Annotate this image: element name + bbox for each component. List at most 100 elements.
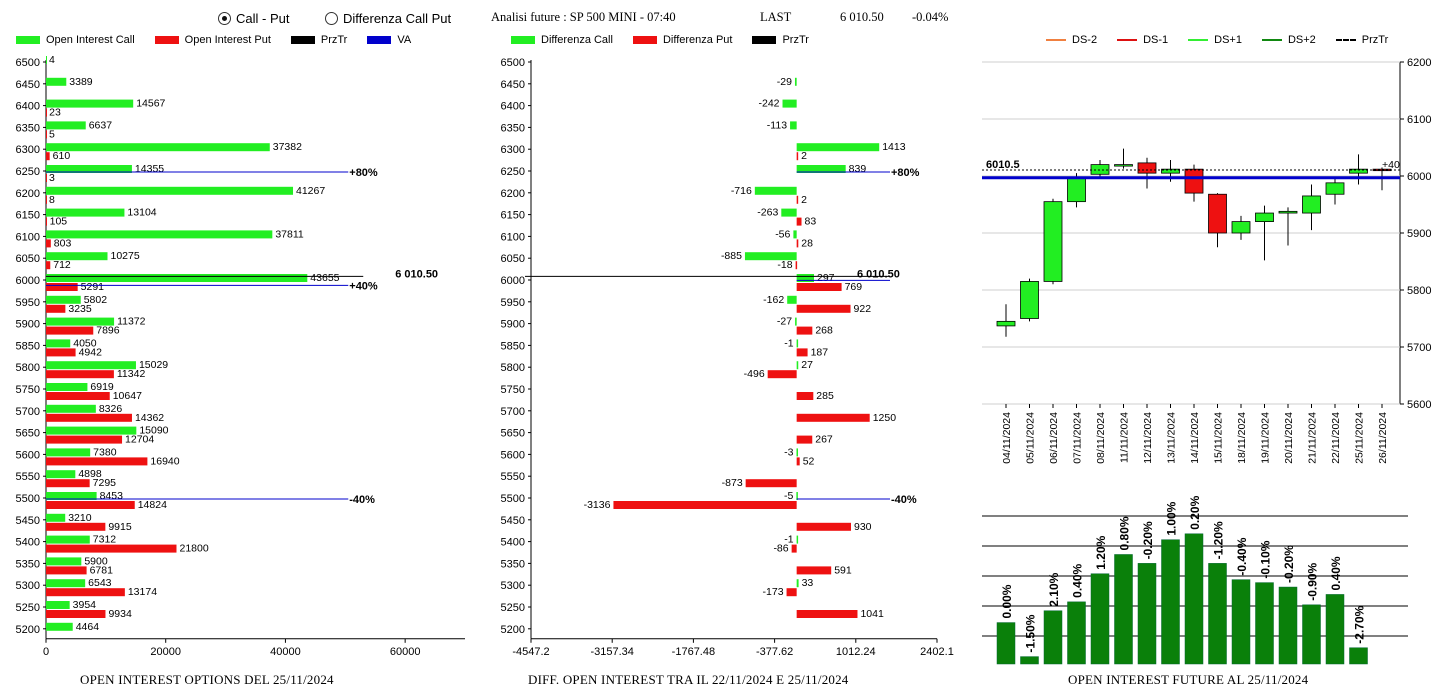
diff-call-bar bbox=[787, 295, 797, 304]
legend-swatch bbox=[632, 36, 657, 44]
y-tick-label: 6100 bbox=[1407, 114, 1431, 126]
mode-radio-call-put[interactable]: Call - Put bbox=[218, 11, 289, 26]
y-tick-label: 5850 bbox=[501, 340, 525, 352]
future-oi-label: -0.90% bbox=[1306, 562, 1320, 600]
diff-call-bar bbox=[796, 274, 815, 282]
call-bar bbox=[46, 426, 137, 435]
y-tick-label: 5350 bbox=[16, 558, 40, 570]
diff-put-bar bbox=[796, 217, 802, 226]
diff-call-label: -1 bbox=[784, 534, 793, 546]
radio-selected-icon[interactable] bbox=[218, 12, 231, 25]
y-tick-label: 5900 bbox=[1407, 228, 1431, 240]
y-tick-label: 6500 bbox=[16, 57, 40, 69]
va-marker-label: +40% bbox=[349, 280, 378, 292]
future-oi-bar bbox=[1090, 573, 1110, 665]
put-value-label: 3 bbox=[49, 172, 55, 184]
put-value-label: 712 bbox=[53, 259, 71, 271]
y-tick-label: 5250 bbox=[501, 602, 525, 614]
put-value-label: 4942 bbox=[79, 346, 103, 358]
put-bar bbox=[46, 348, 76, 357]
legend-label: PrzTr bbox=[1361, 34, 1389, 46]
candle-body bbox=[1114, 164, 1133, 167]
y-tick-label: 5950 bbox=[501, 297, 525, 309]
diff-put-bar bbox=[786, 588, 797, 597]
call-value-label: 11372 bbox=[117, 316, 146, 328]
radio-unselected-icon[interactable] bbox=[325, 12, 338, 25]
y-tick-label: 5200 bbox=[501, 624, 525, 636]
call-bar bbox=[46, 557, 82, 566]
call-bar bbox=[46, 492, 97, 500]
diff-put-label: -18 bbox=[777, 259, 792, 271]
diff-put-bar bbox=[796, 304, 851, 313]
y-tick-label: 5550 bbox=[16, 471, 40, 483]
y-tick-label: 5250 bbox=[16, 602, 40, 614]
y-tick-label: 5400 bbox=[501, 537, 525, 549]
future-oi-label: 2.10% bbox=[1047, 572, 1061, 606]
diff-put-label: 1041 bbox=[860, 608, 884, 620]
y-tick-label: 5900 bbox=[501, 319, 525, 331]
put-value-label: 10647 bbox=[113, 390, 142, 402]
diff-put-bar bbox=[796, 348, 808, 357]
call-value-label: 7312 bbox=[93, 534, 117, 546]
mode-radio-diff[interactable]: Differenza Call Put bbox=[325, 11, 451, 26]
x-tick-label: 06/11/2024 bbox=[1048, 412, 1060, 464]
legend-swatch bbox=[752, 36, 777, 44]
diff-put-bar bbox=[745, 479, 797, 488]
call-bar bbox=[46, 622, 73, 631]
call-bar bbox=[46, 601, 70, 609]
y-tick-label: 5700 bbox=[501, 406, 525, 418]
put-bar bbox=[46, 413, 132, 422]
future-candle-chart: 6200 6100 6000 5900 5800 5700 5600 04/11/2024 05… bbox=[982, 57, 1431, 464]
y-tick-label: 6200 bbox=[16, 188, 40, 200]
call-value-label: 5802 bbox=[84, 294, 108, 306]
call-bar bbox=[46, 77, 67, 86]
call-bar bbox=[46, 274, 308, 282]
future-oi-bar bbox=[996, 622, 1016, 665]
diff-call-bar bbox=[796, 448, 798, 457]
diff-call-bar bbox=[795, 317, 797, 326]
diff-call-label: 27 bbox=[801, 359, 813, 371]
y-tick-label: 5900 bbox=[16, 319, 40, 331]
y-tick-label: 6500 bbox=[501, 57, 525, 69]
diff-call-label: 1413 bbox=[882, 141, 906, 153]
call-bar bbox=[46, 121, 86, 130]
call-value-label: 37382 bbox=[273, 141, 302, 153]
diff-call-bar bbox=[794, 77, 797, 86]
legend-swatch bbox=[1188, 39, 1209, 41]
legend-swatch bbox=[1046, 39, 1066, 41]
put-bar bbox=[46, 610, 106, 618]
legend-swatch bbox=[367, 36, 392, 44]
put-bar bbox=[46, 239, 51, 248]
y-tick-label: 6050 bbox=[16, 253, 40, 265]
call-value-label: 41267 bbox=[296, 185, 325, 197]
call-value-label: 3954 bbox=[73, 599, 97, 611]
y-tick-label: 5750 bbox=[16, 384, 40, 396]
put-value-label: 23 bbox=[49, 107, 61, 119]
candle-body bbox=[1161, 168, 1180, 174]
legend-label: PrzTr bbox=[782, 34, 809, 46]
last-value: 6 010.50 bbox=[840, 10, 884, 24]
candle-body bbox=[1208, 193, 1227, 234]
diff-call-bar bbox=[796, 143, 880, 152]
y-tick-label: 5450 bbox=[16, 515, 40, 527]
diff-call-label: -263 bbox=[757, 207, 778, 219]
y-tick-label: 6400 bbox=[501, 101, 525, 113]
future-oi-bar bbox=[1114, 554, 1133, 665]
y-tick-label: 6250 bbox=[16, 166, 40, 178]
future-oi-label: -2.70% bbox=[1353, 605, 1367, 643]
legend-label: VA bbox=[397, 34, 412, 46]
y-tick-label: 6000 bbox=[501, 275, 525, 287]
put-value-label: 7896 bbox=[96, 325, 120, 337]
diff-put-bar bbox=[796, 566, 832, 575]
x-tick-label: -3157.34 bbox=[590, 646, 633, 658]
candle-body bbox=[1067, 176, 1086, 203]
diff-put-label: 591 bbox=[834, 564, 852, 576]
put-bar bbox=[46, 588, 125, 597]
diff-put-label: 2 bbox=[801, 150, 807, 162]
diff-call-bar bbox=[782, 99, 797, 108]
future-oi-label: -0.10% bbox=[1259, 540, 1273, 578]
call-value-label: 14355 bbox=[135, 163, 164, 175]
put-value-label: 16940 bbox=[150, 455, 179, 467]
y-tick-label: 5600 bbox=[16, 449, 40, 461]
diff-put-bar bbox=[796, 413, 870, 422]
